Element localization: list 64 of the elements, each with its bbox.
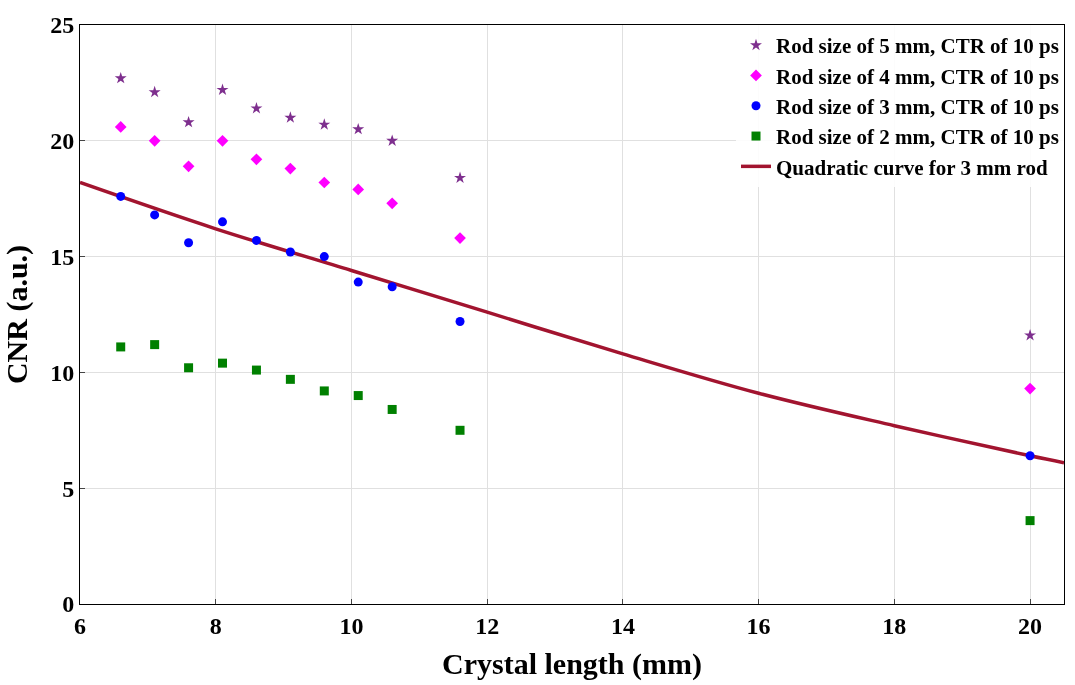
point (250, 153, 263, 166)
point (150, 210, 160, 220)
point (352, 122, 365, 135)
point (250, 102, 263, 114)
x-tick-label: 10 (339, 612, 364, 639)
x-tick-label: 8 (209, 612, 222, 639)
legend-label: Quadratic curve for 3 mm rod (776, 155, 1048, 180)
point (150, 340, 160, 350)
point (251, 235, 261, 245)
point (318, 176, 331, 189)
point (216, 134, 229, 147)
point (148, 85, 161, 98)
point (455, 316, 465, 326)
point (454, 171, 467, 183)
point (284, 162, 297, 175)
point (1024, 329, 1037, 341)
point (319, 252, 329, 262)
point (116, 342, 126, 352)
x-tick-label: 6 (74, 612, 86, 639)
y-axis-title: CNR (a.u.) (0, 244, 34, 385)
point (182, 160, 195, 173)
point (285, 247, 295, 257)
point (1024, 382, 1036, 395)
point (386, 197, 399, 210)
x-tick-label: 18 (882, 612, 907, 639)
point (353, 277, 363, 287)
x-tick-label: 20 (1018, 612, 1043, 639)
point (114, 71, 127, 84)
point (353, 391, 363, 401)
y-tick-label: 10 (50, 359, 75, 386)
point (455, 425, 465, 435)
x-tick-label: 16 (746, 612, 771, 639)
point (352, 183, 365, 196)
x-tick-label: 12 (475, 612, 500, 639)
point (319, 386, 329, 396)
point (184, 363, 194, 373)
point (148, 134, 161, 147)
y-tick-label: 25 (50, 12, 75, 39)
point (285, 374, 295, 384)
point (182, 115, 195, 128)
legend-label: Rod size of 2 mm, CTR of 10 ps (776, 125, 1059, 150)
point (216, 83, 229, 95)
point (387, 404, 397, 414)
y-tick-label: 0 (62, 591, 75, 618)
point (1025, 451, 1035, 461)
legend-label: Rod size of 4 mm, CTR of 10 ps (776, 64, 1059, 89)
point (1025, 516, 1035, 526)
point (218, 217, 228, 227)
y-tick-label: 5 (62, 475, 75, 502)
y-tick-label: 15 (50, 244, 75, 270)
point (387, 282, 397, 292)
x-tick-label: 14 (610, 612, 635, 639)
line-series (80, 180, 1064, 465)
point (318, 118, 331, 130)
y-tick-label: 20 (50, 128, 75, 155)
legend-label: Rod size of 3 mm, CTR of 10 ps (776, 94, 1059, 119)
legend-label: Rod size of 5 mm, CTR of 10 ps (776, 34, 1059, 59)
point (218, 358, 228, 368)
point (114, 121, 127, 133)
point (251, 365, 261, 375)
point (116, 191, 126, 201)
x-axis-title: Crystal length (mm) (442, 647, 702, 682)
point (184, 238, 194, 248)
point (284, 111, 297, 123)
